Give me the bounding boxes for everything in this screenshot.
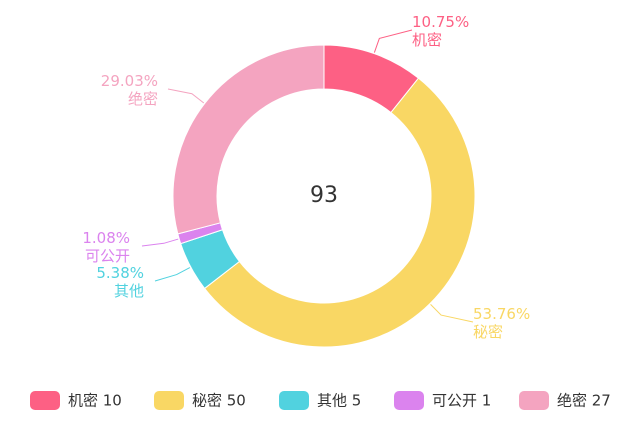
label-leader-line: [167, 88, 205, 104]
legend-item[interactable]: 绝密 27: [519, 391, 611, 410]
legend-label: 其他 5: [317, 392, 361, 410]
legend-swatch: [279, 391, 309, 410]
slice-percent-label: 53.76%: [473, 305, 530, 323]
slice-name-label: 其他: [114, 282, 144, 300]
legend-swatch: [154, 391, 184, 410]
slice-percent-label: 1.08%: [82, 229, 130, 247]
legend-label: 秘密 50: [192, 392, 246, 410]
center-total-label: 93: [310, 183, 338, 208]
label-leader-line: [373, 29, 413, 53]
legend-label: 绝密 27: [557, 392, 611, 410]
donut-slice[interactable]: [203, 77, 476, 348]
slice-labels: 10.75%机密 53.76%秘密 5.38%其他 1.08%可公开 29.03%绝密: [82, 13, 530, 341]
slice-percent-label: 5.38%: [96, 264, 144, 282]
legend-swatch: [30, 391, 60, 410]
label-leader-line: [154, 267, 191, 282]
slice-name-label: 秘密: [473, 323, 503, 341]
legend-item[interactable]: 可公开 1: [394, 391, 491, 410]
legend-item[interactable]: 其他 5: [279, 391, 361, 410]
slice-name-label: 绝密: [128, 90, 158, 108]
donut-slices: [172, 44, 476, 348]
legend-label: 机密 10: [68, 392, 122, 410]
label-leader-line: [430, 304, 474, 323]
legend-swatch: [394, 391, 424, 410]
legend-swatch: [519, 391, 549, 410]
legend-label: 可公开 1: [432, 392, 491, 410]
legend: 机密 10 秘密 50 其他 5 可公开 1 绝密 27: [30, 391, 611, 410]
slice-name-label: 机密: [412, 31, 442, 49]
slice-percent-label: 10.75%: [412, 13, 469, 31]
label-leader-line: [141, 238, 179, 247]
legend-item[interactable]: 秘密 50: [154, 391, 246, 410]
legend-item[interactable]: 机密 10: [30, 391, 122, 410]
slice-percent-label: 29.03%: [101, 72, 158, 90]
slice-name-label: 可公开: [85, 247, 130, 265]
donut-slice[interactable]: [172, 44, 325, 235]
